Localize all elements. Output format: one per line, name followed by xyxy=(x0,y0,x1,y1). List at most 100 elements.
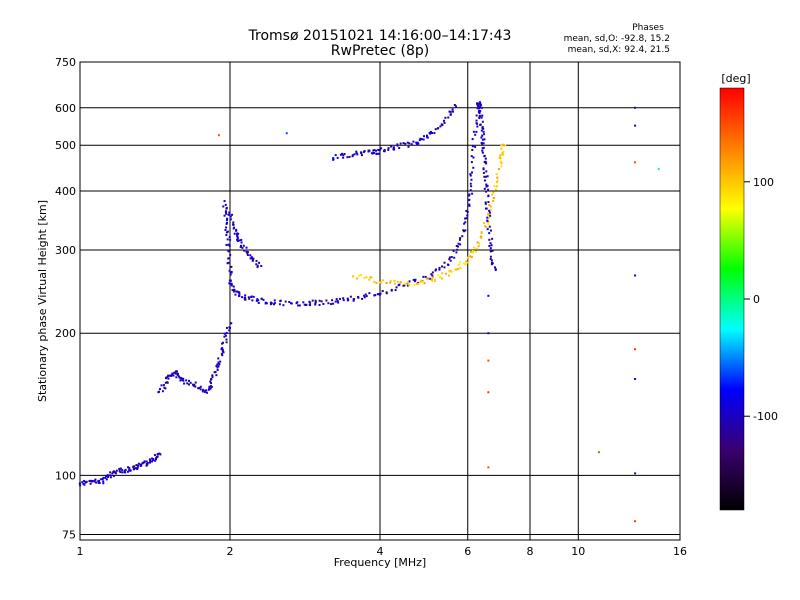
echo-point xyxy=(158,388,161,391)
echo-point xyxy=(390,288,393,291)
echo-point xyxy=(471,249,474,252)
echo-point xyxy=(488,217,491,220)
echo-point xyxy=(396,143,399,146)
echo-point xyxy=(228,235,231,238)
echo-point xyxy=(258,261,261,264)
echo-point xyxy=(262,298,265,301)
echo-point xyxy=(166,376,169,379)
echo-point xyxy=(431,274,434,277)
echo-point xyxy=(597,451,600,454)
echo-point xyxy=(407,145,410,148)
echo-point xyxy=(232,223,235,226)
echo-point xyxy=(225,212,228,215)
echo-point xyxy=(487,194,490,197)
echo-point xyxy=(352,299,355,302)
echo-point xyxy=(419,137,422,140)
echo-point xyxy=(478,115,481,118)
echo-point xyxy=(209,387,212,390)
chart-subtitle: RwPretec (8p) xyxy=(331,43,429,59)
echo-point xyxy=(126,470,129,473)
echo-point xyxy=(413,280,416,283)
echo-point xyxy=(472,130,475,133)
echo-point xyxy=(260,264,263,267)
echo-point xyxy=(221,347,224,350)
echo-point xyxy=(264,302,267,305)
echo-point xyxy=(290,302,293,305)
echo-point xyxy=(471,149,474,152)
echo-point xyxy=(464,217,467,220)
echo-point xyxy=(493,266,496,269)
echo-point xyxy=(496,179,499,182)
tick-labels: 1 2 4 6 8 10 16 75 100 200 300 400 500 600 750 xyxy=(55,56,687,558)
echo-point xyxy=(228,257,231,260)
echo-point xyxy=(395,286,398,289)
echo-point xyxy=(429,130,432,133)
echo-point xyxy=(488,225,491,228)
echo-point xyxy=(183,382,186,385)
echo-point xyxy=(478,107,481,110)
echo-point xyxy=(372,149,375,152)
echo-point xyxy=(219,360,222,363)
echo-point xyxy=(444,116,447,119)
echo-points xyxy=(78,101,660,523)
echo-point xyxy=(451,108,454,111)
echo-point xyxy=(119,471,122,474)
echo-point xyxy=(143,461,146,464)
echo-point xyxy=(331,299,334,302)
echo-point xyxy=(353,153,356,156)
echo-point xyxy=(459,243,462,246)
echo-point xyxy=(500,162,503,165)
echo-point xyxy=(235,228,238,231)
echo-point xyxy=(229,218,232,221)
echo-point xyxy=(470,185,473,188)
echo-point xyxy=(478,117,481,120)
echo-point xyxy=(182,379,185,382)
echo-point xyxy=(81,481,84,484)
echo-point xyxy=(468,203,471,206)
echo-point xyxy=(470,178,473,181)
echo-point xyxy=(443,119,446,122)
echo-point xyxy=(425,134,428,137)
echo-point xyxy=(167,375,170,378)
echo-point xyxy=(437,127,440,130)
echo-point xyxy=(228,326,231,329)
x-tick-label: 2 xyxy=(227,545,234,558)
echo-point xyxy=(176,374,179,377)
echo-point xyxy=(487,213,490,216)
echo-point xyxy=(332,158,335,161)
echo-point xyxy=(447,116,450,119)
echo-point xyxy=(369,276,372,279)
echo-point xyxy=(489,255,492,258)
echo-point xyxy=(156,453,159,456)
echo-point xyxy=(378,281,381,284)
echo-point xyxy=(483,138,486,141)
echo-point xyxy=(205,391,208,394)
echo-point xyxy=(465,260,468,263)
echo-point xyxy=(121,471,124,474)
echo-point xyxy=(453,256,456,259)
echo-point xyxy=(492,199,495,202)
echo-point xyxy=(278,303,281,306)
echo-point xyxy=(229,238,232,241)
echo-point xyxy=(257,299,260,302)
echo-point xyxy=(500,165,503,168)
echo-point xyxy=(364,293,367,296)
echo-point xyxy=(347,299,350,302)
echo-point xyxy=(339,153,342,156)
echo-point xyxy=(227,213,230,216)
echo-point xyxy=(469,255,472,258)
echo-point xyxy=(415,141,418,144)
echo-point xyxy=(486,228,489,231)
echo-point xyxy=(346,156,349,159)
echo-point xyxy=(496,185,499,188)
echo-point xyxy=(164,387,167,390)
echo-point xyxy=(279,299,282,302)
echo-point xyxy=(245,246,248,249)
echo-point xyxy=(406,141,409,144)
echo-point xyxy=(236,239,239,242)
echo-point xyxy=(463,262,466,265)
echo-point xyxy=(447,263,450,266)
echo-point xyxy=(502,144,505,147)
echo-point xyxy=(479,236,482,239)
echo-point xyxy=(133,467,136,470)
